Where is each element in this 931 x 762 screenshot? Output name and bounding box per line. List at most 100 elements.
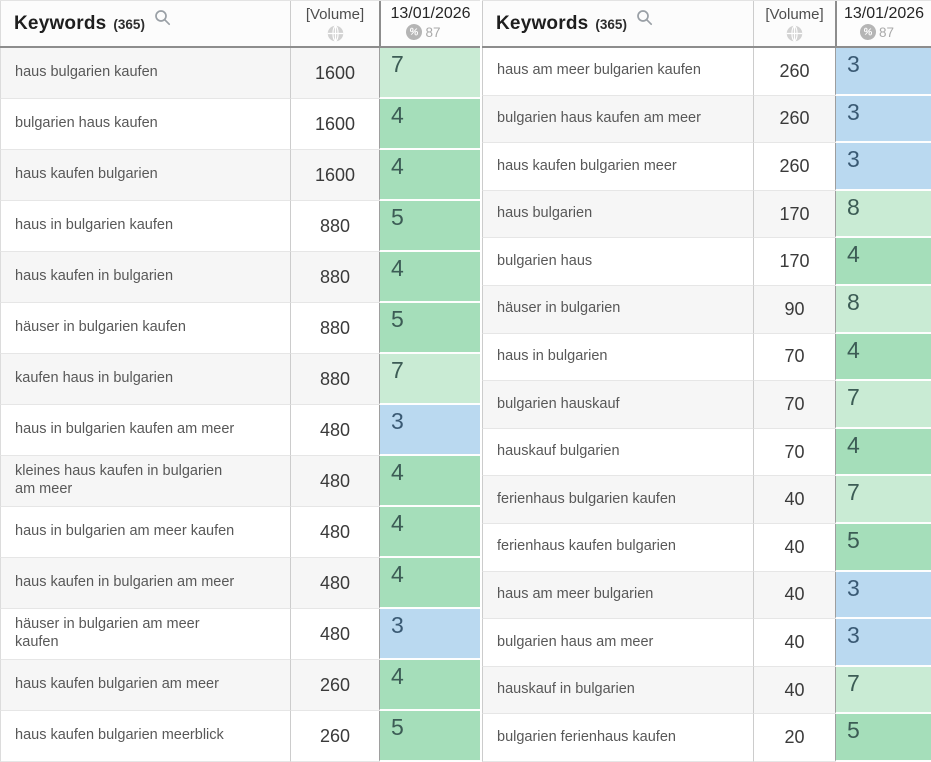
rank-cell[interactable]: 8: [835, 285, 931, 334]
keyword-cell[interactable]: haus bulgarien kaufen: [0, 48, 290, 99]
table-row[interactable]: kleines haus kaufen in bulgarien am meer…: [0, 456, 480, 507]
rank-cell[interactable]: 4: [835, 238, 931, 286]
rank-cell[interactable]: 7: [835, 381, 931, 429]
table-row[interactable]: haus kaufen bulgarien meer 260 3: [482, 143, 931, 191]
table-row[interactable]: häuser in bulgarien kaufen 880 5: [0, 303, 480, 354]
table-row[interactable]: haus bulgarien 170 8: [482, 190, 931, 239]
keyword-cell[interactable]: ferienhaus kaufen bulgarien: [482, 523, 753, 572]
rank-cell[interactable]: 5: [835, 714, 931, 762]
rank-cell[interactable]: 4: [835, 428, 931, 477]
keyword-cell[interactable]: bulgarien haus am meer: [482, 619, 753, 667]
keyword-cell[interactable]: haus in bulgarien kaufen: [0, 201, 290, 252]
keyword-cell[interactable]: hauskauf bulgarien: [482, 428, 753, 477]
rank-cell[interactable]: 5: [379, 201, 480, 252]
keyword-cell[interactable]: haus in bulgarien: [482, 333, 753, 382]
table-row[interactable]: ferienhaus kaufen bulgarien 40 5: [482, 523, 931, 572]
table-row[interactable]: hauskauf in bulgarien 40 7: [482, 666, 931, 715]
rank-cell[interactable]: 3: [835, 143, 931, 191]
rank-value: 3: [847, 574, 860, 601]
keyword-cell[interactable]: haus kaufen in bulgarien: [0, 252, 290, 303]
table-row[interactable]: haus in bulgarien 70 4: [482, 333, 931, 382]
rank-cell[interactable]: 5: [379, 711, 480, 762]
keyword-cell[interactable]: haus am meer bulgarien: [482, 571, 753, 620]
keyword-cell[interactable]: bulgarien hauskauf: [482, 381, 753, 429]
table-row[interactable]: haus am meer bulgarien 40 3: [482, 571, 931, 620]
keyword-cell[interactable]: ferienhaus bulgarien kaufen: [482, 476, 753, 524]
keyword-cell[interactable]: hauskauf in bulgarien: [482, 666, 753, 715]
keyword-cell[interactable]: bulgarien ferienhaus kaufen: [482, 714, 753, 762]
table-row[interactable]: bulgarien hauskauf 70 7: [482, 381, 931, 429]
volume-cell: 880: [290, 354, 379, 405]
keywords-column-header[interactable]: Keywords (365): [482, 1, 753, 46]
keyword-cell[interactable]: häuser in bulgarien: [482, 285, 753, 334]
keyword-cell[interactable]: haus in bulgarien kaufen am meer: [0, 405, 290, 456]
keyword-cell[interactable]: haus kaufen in bulgarien am meer: [0, 558, 290, 609]
rank-cell[interactable]: 8: [835, 190, 931, 239]
table-row[interactable]: ferienhaus bulgarien kaufen 40 7: [482, 476, 931, 524]
rank-cell[interactable]: 7: [835, 476, 931, 524]
table-row[interactable]: bulgarien haus 170 4: [482, 238, 931, 286]
rank-cell[interactable]: 4: [379, 507, 480, 558]
keyword-cell[interactable]: haus kaufen bulgarien meerblick: [0, 711, 290, 762]
table-row[interactable]: haus kaufen bulgarien 1600 4: [0, 150, 480, 201]
rank-cell[interactable]: 7: [835, 666, 931, 715]
rank-cell[interactable]: 5: [835, 523, 931, 572]
keyword-cell[interactable]: haus kaufen bulgarien meer: [482, 143, 753, 191]
search-icon[interactable]: [154, 9, 171, 26]
keyword-cell[interactable]: bulgarien haus: [482, 238, 753, 286]
volume-column-header[interactable]: [Volume]: [753, 1, 835, 46]
keyword-text: haus kaufen bulgarien: [15, 166, 158, 183]
keyword-cell[interactable]: kaufen haus in bulgarien: [0, 354, 290, 405]
table-row[interactable]: bulgarien haus am meer 40 3: [482, 619, 931, 667]
table-row[interactable]: kaufen haus in bulgarien 880 7: [0, 354, 480, 405]
rank-cell[interactable]: 4: [379, 660, 480, 711]
keyword-cell[interactable]: bulgarien haus kaufen am meer: [482, 95, 753, 144]
rank-cell[interactable]: 4: [835, 333, 931, 382]
rank-cell[interactable]: 4: [379, 150, 480, 201]
table-row[interactable]: haus kaufen bulgarien meerblick 260 5: [0, 711, 480, 762]
keyword-cell[interactable]: kleines haus kaufen in bulgarien am meer: [0, 456, 290, 507]
table-row[interactable]: haus kaufen in bulgarien am meer 480 4: [0, 558, 480, 609]
rank-cell[interactable]: 4: [379, 456, 480, 507]
keyword-cell[interactable]: haus bulgarien: [482, 190, 753, 239]
table-row[interactable]: bulgarien haus kaufen am meer 260 3: [482, 95, 931, 144]
table-row[interactable]: häuser in bulgarien 90 8: [482, 285, 931, 334]
table-row[interactable]: häuser in bulgarien am meer kaufen 480 3: [0, 609, 480, 660]
rank-cell[interactable]: 3: [835, 619, 931, 667]
rank-cell[interactable]: 3: [835, 571, 931, 620]
keyword-cell[interactable]: haus kaufen bulgarien am meer: [0, 660, 290, 711]
keywords-column-header[interactable]: Keywords (365): [0, 1, 290, 46]
table-row[interactable]: haus am meer bulgarien kaufen 260 3: [482, 48, 931, 96]
rank-cell[interactable]: 4: [379, 252, 480, 303]
table-row[interactable]: haus in bulgarien kaufen 880 5: [0, 201, 480, 252]
rank-cell[interactable]: 7: [379, 354, 480, 405]
volume-cell: 480: [290, 558, 379, 609]
table-row[interactable]: haus kaufen in bulgarien 880 4: [0, 252, 480, 303]
rank-cell[interactable]: 7: [379, 48, 480, 99]
table-row[interactable]: haus bulgarien kaufen 1600 7: [0, 48, 480, 99]
table-row[interactable]: hauskauf bulgarien 70 4: [482, 428, 931, 477]
keyword-cell[interactable]: häuser in bulgarien am meer kaufen: [0, 609, 290, 660]
table-row[interactable]: haus kaufen bulgarien am meer 260 4: [0, 660, 480, 711]
rank-cell[interactable]: 4: [379, 558, 480, 609]
rank-cell[interactable]: 3: [835, 95, 931, 144]
search-icon[interactable]: [636, 9, 653, 26]
table-row[interactable]: bulgarien haus kaufen 1600 4: [0, 99, 480, 150]
keyword-cell[interactable]: haus in bulgarien am meer kaufen: [0, 507, 290, 558]
keyword-cell[interactable]: bulgarien haus kaufen: [0, 99, 290, 150]
volume-cell: 90: [753, 285, 835, 334]
rank-cell[interactable]: 3: [379, 609, 480, 660]
rank-cell[interactable]: 4: [379, 99, 480, 150]
table-row[interactable]: bulgarien ferienhaus kaufen 20 5: [482, 714, 931, 762]
keyword-cell[interactable]: häuser in bulgarien kaufen: [0, 303, 290, 354]
volume-column-header[interactable]: [Volume]: [290, 1, 379, 46]
table-row[interactable]: haus in bulgarien am meer kaufen 480 4: [0, 507, 480, 558]
rank-cell[interactable]: 3: [835, 48, 931, 96]
rank-cell[interactable]: 5: [379, 303, 480, 354]
table-row[interactable]: haus in bulgarien kaufen am meer 480 3: [0, 405, 480, 456]
rank-cell[interactable]: 3: [379, 405, 480, 456]
keyword-cell[interactable]: haus am meer bulgarien kaufen: [482, 48, 753, 96]
keyword-cell[interactable]: haus kaufen bulgarien: [0, 150, 290, 201]
date-column-header[interactable]: 13/01/2026 % 87: [379, 1, 480, 46]
date-column-header[interactable]: 13/01/2026 % 87: [835, 1, 931, 46]
